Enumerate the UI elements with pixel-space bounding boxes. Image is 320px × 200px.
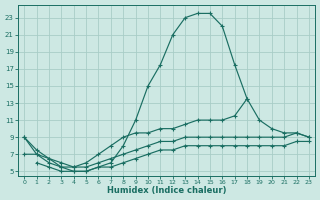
X-axis label: Humidex (Indice chaleur): Humidex (Indice chaleur) [107, 186, 226, 195]
